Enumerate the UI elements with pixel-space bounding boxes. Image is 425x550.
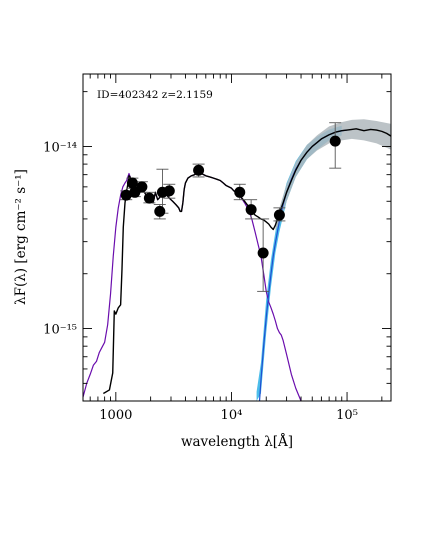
data-point — [257, 247, 269, 259]
y-axis-label: λF(λ) [erg cm⁻² s⁻¹] — [13, 169, 29, 305]
model-curves — [83, 128, 391, 401]
total-model-curve — [103, 128, 391, 395]
axis-tick-labels: 1000 10⁴ 10⁵ 10⁻¹⁵ 10⁻¹⁴ — [43, 140, 358, 423]
plot-frame — [82, 73, 392, 402]
source-annotation: ID=402342 z=2.1159 — [97, 89, 213, 101]
data-point — [329, 135, 341, 147]
photometry-points — [120, 135, 341, 259]
data-point — [154, 205, 166, 217]
data-point — [126, 177, 138, 189]
data-point — [234, 186, 246, 198]
x-tick-label: 10⁵ — [336, 408, 358, 423]
data-point — [273, 209, 285, 221]
axis-ticks — [83, 74, 391, 402]
uncertainty-bands — [256, 119, 391, 401]
x-tick-label: 10⁴ — [221, 408, 243, 423]
y-tick-label: 10⁻¹⁴ — [43, 140, 77, 155]
x-axis-label: wavelength λ[Å] — [181, 434, 293, 450]
dust-band — [256, 125, 342, 401]
data-point — [136, 181, 148, 193]
data-point — [193, 164, 205, 176]
x-tick-label: 1000 — [99, 408, 132, 423]
data-point — [245, 204, 257, 216]
y-tick-label: 10⁻¹⁵ — [43, 323, 77, 338]
data-point — [163, 185, 175, 197]
data-point — [120, 189, 132, 201]
data-point — [143, 192, 155, 204]
